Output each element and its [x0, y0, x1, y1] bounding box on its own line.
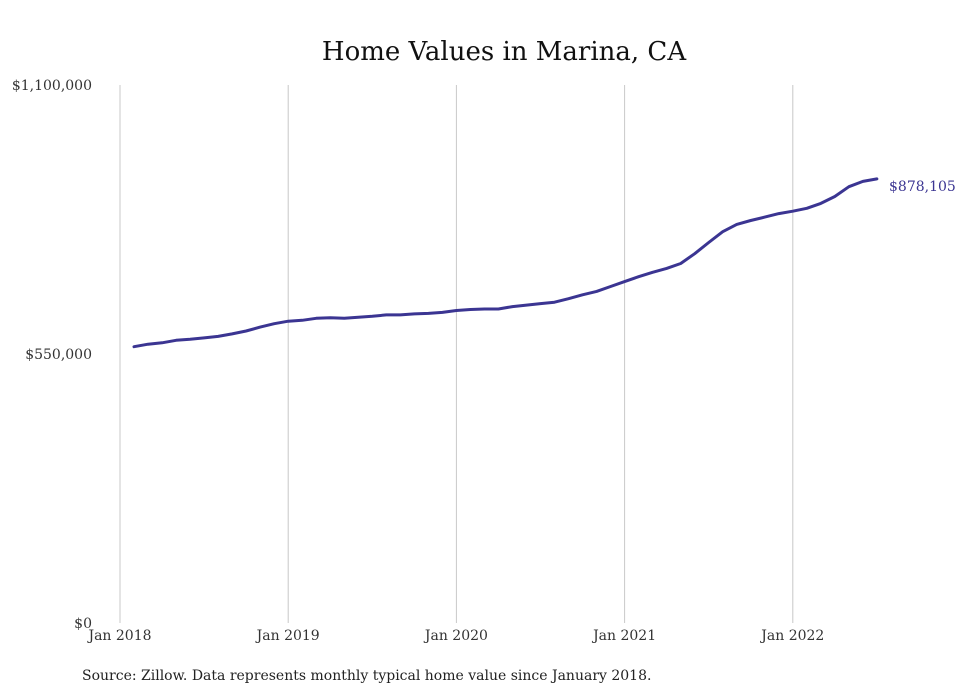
source-note: Source: Zillow. Data represents monthly … — [82, 668, 652, 684]
series-layer — [132, 177, 879, 349]
y-tick-label: $550,000 — [25, 347, 92, 363]
y-axis-ticks: $0 $550,000 $1,100,000 — [12, 78, 92, 632]
line-chart: Home Values in Marina, CA $0 $550,000 $1,1… — [12, 37, 956, 644]
x-tick-label: Jan 2019 — [255, 628, 320, 644]
y-tick-label: $0 — [74, 616, 92, 632]
x-tick-label: Jan 2021 — [591, 628, 656, 644]
chart-title: Home Values in Marina, CA — [322, 37, 687, 67]
y-tick-label: $1,100,000 — [12, 78, 92, 94]
x-tick-label: Jan 2022 — [759, 628, 824, 644]
x-tick-label: Jan 2020 — [423, 628, 488, 644]
series-line-0 — [132, 177, 879, 349]
x-tick-label: Jan 2018 — [86, 628, 151, 644]
end-value-label: $878,105 — [889, 179, 956, 195]
gridlines — [119, 85, 794, 623]
x-axis-ticks: Jan 2018 Jan 2019 Jan 2020 Jan 2021 Jan 2022 — [86, 628, 824, 644]
